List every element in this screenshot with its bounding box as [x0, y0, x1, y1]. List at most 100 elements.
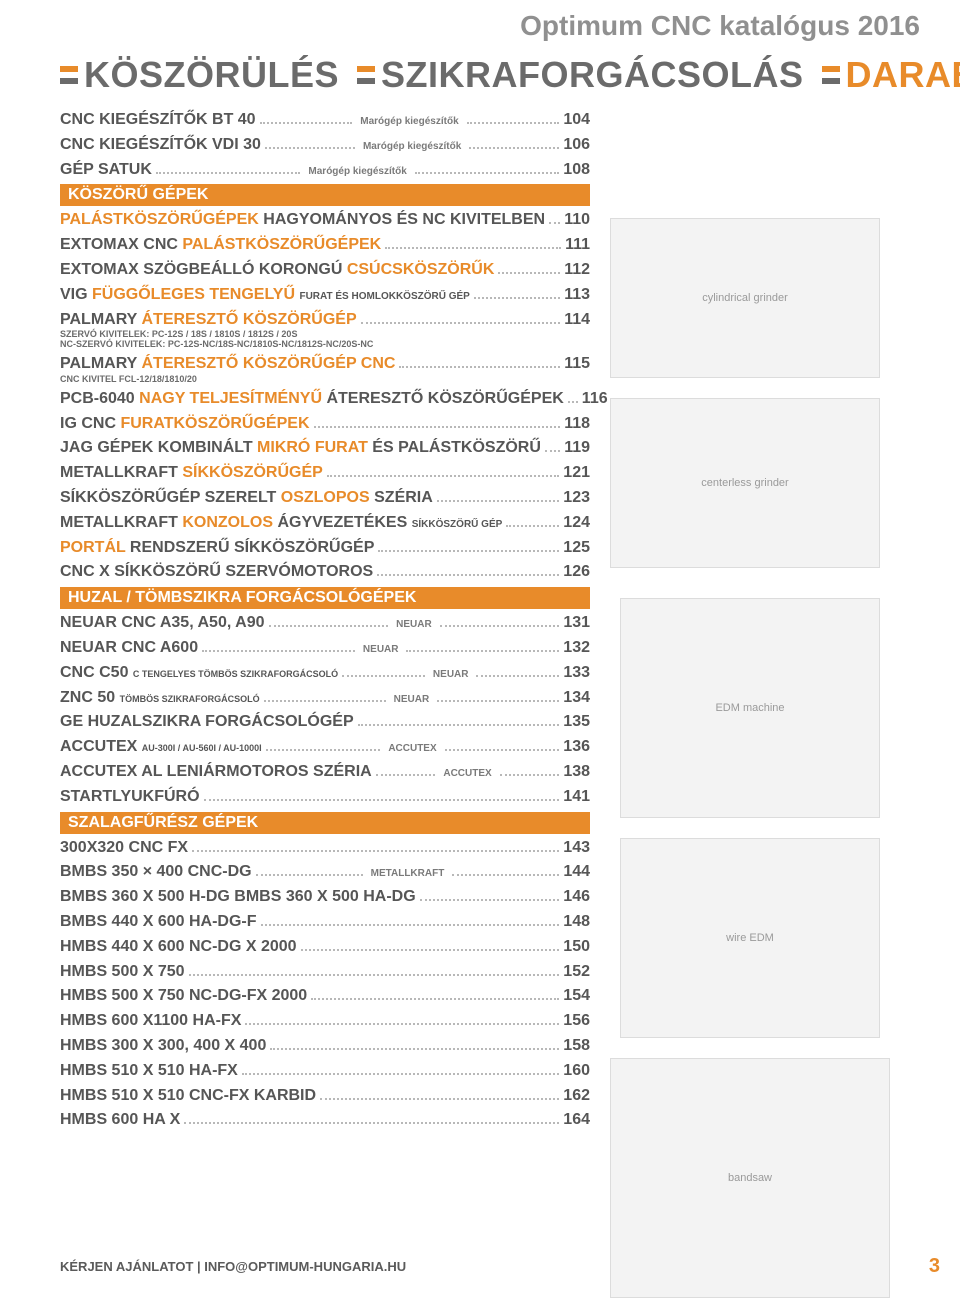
toc-label: STARTLYUKFÚRÓ [60, 785, 200, 810]
toc-label: CNC KIEGÉSZÍTŐK BT 40 [60, 108, 256, 133]
dot-leader [327, 475, 559, 477]
toc-page: 104 [563, 108, 590, 133]
toc-row[interactable]: CNC C50 C TENGELYES TÖMBÖS SZIKRAFORGÁCS… [60, 661, 590, 686]
product-image: wire EDM [620, 838, 880, 1038]
toc-row[interactable]: IG CNC FURATKÖSZÖRŰGÉPEK 118 [60, 412, 590, 437]
dot-leader [342, 675, 425, 677]
page-footer: KÉRJEN AJÁNLATOT | INFO@OPTIMUM-HUNGARIA… [60, 1255, 940, 1278]
toc-row[interactable]: HMBS 600 HA X 164 [60, 1108, 590, 1133]
toc-label: HMBS 600 HA X [60, 1108, 180, 1133]
toc-row[interactable]: EXTOMAX CNC PALÁSTKÖSZÖRŰGÉPEK 111 [60, 233, 590, 258]
toc-row[interactable]: METALLKRAFT SÍKKÖSZÖRŰGÉP121 [60, 461, 590, 486]
flag-icon [60, 66, 78, 84]
toc-row[interactable]: PALÁSTKÖSZÖRŰGÉPEK HAGYOMÁNYOS ÉS NC KIV… [60, 208, 590, 233]
category-title: SZIKRAFORGÁCSOLÁS [357, 54, 804, 96]
dot-leader [406, 650, 559, 652]
toc-row[interactable]: VIG FÜGGŐLEGES TENGELYŰ FURAT ÉS HOMLOKK… [60, 283, 590, 308]
dot-leader [467, 122, 560, 124]
toc-row[interactable]: GE HUZALSZIKRA FORGÁCSOLÓGÉP135 [60, 710, 590, 735]
page-number: 3 [929, 1255, 940, 1278]
toc-note: NEUAR [359, 642, 403, 658]
toc-page: 162 [563, 1084, 590, 1109]
toc-row[interactable]: PORTÁL RENDSZERŰ SÍKKÖSZÖRŰGÉP125 [60, 536, 590, 561]
toc-row[interactable]: HMBS 600 X1100 HA-FX156 [60, 1009, 590, 1034]
toc-row[interactable]: STARTLYUKFÚRÓ141 [60, 785, 590, 810]
toc-row[interactable]: ACCUTEX AU-300I / AU-560I / AU-1000IACCU… [60, 735, 590, 760]
toc-row[interactable]: ZNC 50 TÖMBÖS SZIKRAFORGÁCSOLÓNEUAR134 [60, 686, 590, 711]
toc-page: 123 [563, 486, 590, 511]
toc-row[interactable]: BMBS 360 X 500 H-DG BMBS 360 X 500 HA-DG… [60, 885, 590, 910]
dot-leader [266, 749, 381, 751]
toc-row[interactable]: PCB-6040 NAGY TELJESÍTMÉNYŰ ÁTERESZTŐ KÖ… [60, 387, 590, 412]
page-header: Optimum CNC katalógus 2016 [0, 0, 960, 46]
dot-leader [202, 650, 355, 652]
toc-row[interactable]: HMBS 500 X 750152 [60, 960, 590, 985]
toc-row[interactable]: NEUAR CNC A600NEUAR132 [60, 636, 590, 661]
toc-row[interactable]: ACCUTEX AL LENIÁRMOTOROS SZÉRIAACCUTEX13… [60, 760, 590, 785]
toc-row[interactable]: HMBS 440 X 600 NC-DG X 2000150 [60, 935, 590, 960]
toc-row[interactable]: HMBS 510 X 510 HA-FX160 [60, 1059, 590, 1084]
toc-row[interactable]: METALLKRAFT KONZOLOS ÁGYVEZETÉKES SÍKKÖS… [60, 511, 590, 536]
dot-leader [420, 899, 560, 901]
toc-label: BMBS 440 X 600 HA-DG-F [60, 910, 257, 935]
dot-leader [269, 625, 389, 627]
toc-page: 121 [563, 461, 590, 486]
dot-leader [445, 749, 560, 751]
toc-row[interactable]: JAG GÉPEK KOMBINÁLT MIKRÓ FURAT ÉS PALÁS… [60, 436, 590, 461]
toc-label: METALLKRAFT KONZOLOS ÁGYVEZETÉKES SÍKKÖS… [60, 511, 502, 536]
toc-label: EXTOMAX CNC PALÁSTKÖSZÖRŰGÉPEK [60, 233, 381, 258]
toc-page: 111 [565, 233, 590, 258]
toc-label: BMBS 350 × 400 CNC-DG [60, 860, 252, 885]
toc-page: 164 [563, 1108, 590, 1133]
toc-page: 125 [563, 536, 590, 561]
toc-page: 136 [563, 735, 590, 760]
toc-row[interactable]: HMBS 500 X 750 NC-DG-FX 2000154 [60, 984, 590, 1009]
toc-row[interactable]: CNC X SÍKKÖSZÖRŰ SZERVÓMOTOROS126 [60, 560, 590, 585]
toc-page: 150 [563, 935, 590, 960]
toc-page: 143 [563, 836, 590, 861]
toc-label: ZNC 50 TÖMBÖS SZIKRAFORGÁCSOLÓ [60, 686, 260, 711]
toc-label: 300X320 CNC FX [60, 836, 188, 861]
toc-page: 118 [564, 412, 590, 437]
toc-label: CNC X SÍKKÖSZÖRŰ SZERVÓMOTOROS [60, 560, 373, 585]
toc-page: 108 [563, 158, 590, 183]
dot-leader [301, 949, 560, 951]
toc-label: IG CNC FURATKÖSZÖRŰGÉPEK [60, 412, 310, 437]
toc-row[interactable]: HMBS 300 X 300, 400 X 400158 [60, 1034, 590, 1059]
dot-leader [568, 401, 578, 403]
toc-label: ACCUTEX AL LENIÁRMOTOROS SZÉRIA [60, 760, 372, 785]
toc-row[interactable]: SÍKKÖSZÖRŰGÉP SZERELT OSZLOPOS SZÉRIA123 [60, 486, 590, 511]
toc-row[interactable]: NEUAR CNC A35, A50, A90NEUAR131 [60, 611, 590, 636]
dot-leader [256, 874, 363, 876]
toc-row[interactable]: GÉP SATUKMarógép kiegészítők108 [60, 158, 590, 183]
dot-leader [452, 874, 559, 876]
toc-label: HMBS 300 X 300, 400 X 400 [60, 1034, 266, 1059]
dot-leader [437, 500, 560, 502]
toc-row[interactable]: BMBS 440 X 600 HA-DG-F 148 [60, 910, 590, 935]
toc-page: 144 [563, 860, 590, 885]
toc-label: GE HUZALSZIKRA FORGÁCSOLÓGÉP [60, 710, 354, 735]
toc-label: PCB-6040 NAGY TELJESÍTMÉNYŰ ÁTERESZTŐ KÖ… [60, 387, 564, 412]
dot-leader [189, 974, 560, 976]
toc-row[interactable]: 300X320 CNC FX 143 [60, 836, 590, 861]
toc-page: 115 [564, 352, 590, 377]
dot-leader [192, 850, 559, 852]
toc-row[interactable]: CNC KIEGÉSZÍTŐK BT 40Marógép kiegészítők… [60, 108, 590, 133]
content-area: CNC KIEGÉSZÍTŐK BT 40 Marógép kiegészítők… [0, 108, 960, 1133]
dot-leader [242, 1073, 559, 1075]
dot-leader [415, 172, 560, 174]
toc-page: 148 [563, 910, 590, 935]
toc-page: 133 [563, 661, 590, 686]
category-label: SZIKRAFORGÁCSOLÁS [381, 54, 804, 96]
toc-note: Marógép kiegészítők [359, 139, 465, 155]
flag-icon [357, 66, 375, 84]
toc-row[interactable]: EXTOMAX SZÖGBEÁLLÓ KORONGÚ CSÚCSKÖSZÖRŰK… [60, 258, 590, 283]
dot-leader [358, 724, 560, 726]
toc-row[interactable]: HMBS 510 X 510 CNC-FX KARBID162 [60, 1084, 590, 1109]
section-band: SZALAGFŰRÉSZ GÉPEK [60, 812, 590, 834]
category-label: DARABOLÁS [846, 54, 960, 96]
toc-label: CNC C50 C TENGELYES TÖMBÖS SZIKRAFORGÁCS… [60, 661, 338, 686]
toc-row[interactable]: CNC KIEGÉSZÍTŐK VDI 30Marógép kiegészítő… [60, 133, 590, 158]
toc-row[interactable]: BMBS 350 × 400 CNC-DGMETALLKRAFT144 [60, 860, 590, 885]
section-band: HUZAL / TÖMBSZIKRA FORGÁCSOLÓGÉPEK [60, 587, 590, 609]
